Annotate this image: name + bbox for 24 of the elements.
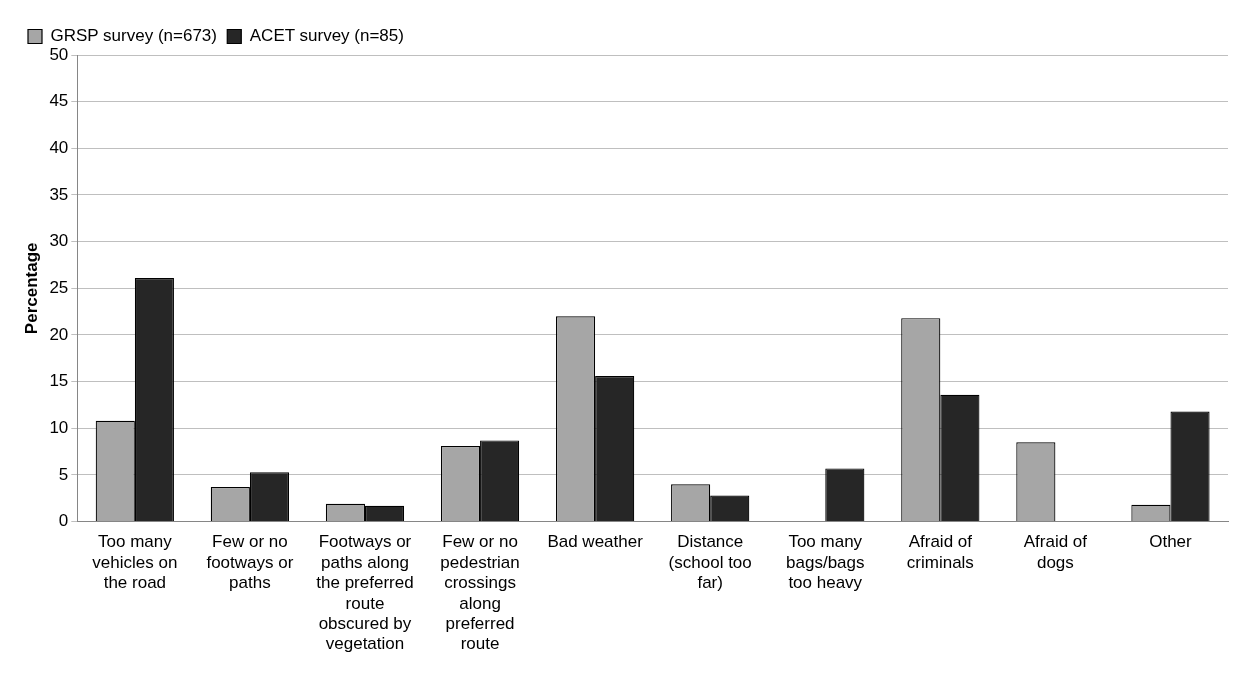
x-tick-label: Few or no footways or paths [206, 532, 294, 593]
y-tick-label: 50 [49, 44, 69, 64]
y-tick-label: 30 [49, 231, 69, 251]
y-axis-title: Percentage [21, 242, 41, 335]
x-tick-label: Few or no pedestrian crossings along preferred route [440, 532, 520, 654]
legend-label: GRSP survey (n=673) [50, 26, 217, 46]
x-tick-label: Too many vehicles on the road [92, 532, 178, 593]
y-tick-label: 25 [49, 277, 69, 297]
x-tick-label: Other [1149, 532, 1193, 552]
x-tick-label: Afraid of dogs [1023, 532, 1088, 572]
legend-label: ACET survey (n=85) [249, 26, 404, 46]
x-tick-label: Afraid of criminals [906, 532, 974, 572]
y-tick-label: 35 [49, 184, 69, 204]
x-tick-label: Bad weather [547, 532, 644, 552]
y-tick-label: 10 [49, 417, 69, 437]
y-tick-label: 40 [49, 138, 69, 158]
y-tick-label: 0 [58, 511, 69, 531]
x-tick-label: Footways or paths along the preferred route obscured by vegetation [316, 532, 414, 654]
x-tick-label: Distance (school too far) [668, 532, 752, 593]
y-tick-label: 45 [49, 91, 69, 111]
y-tick-label: 20 [49, 324, 69, 344]
x-tick-label: Too many bags/bags too heavy [786, 532, 865, 593]
y-tick-label: 15 [49, 371, 69, 391]
y-tick-label: 5 [58, 464, 69, 484]
